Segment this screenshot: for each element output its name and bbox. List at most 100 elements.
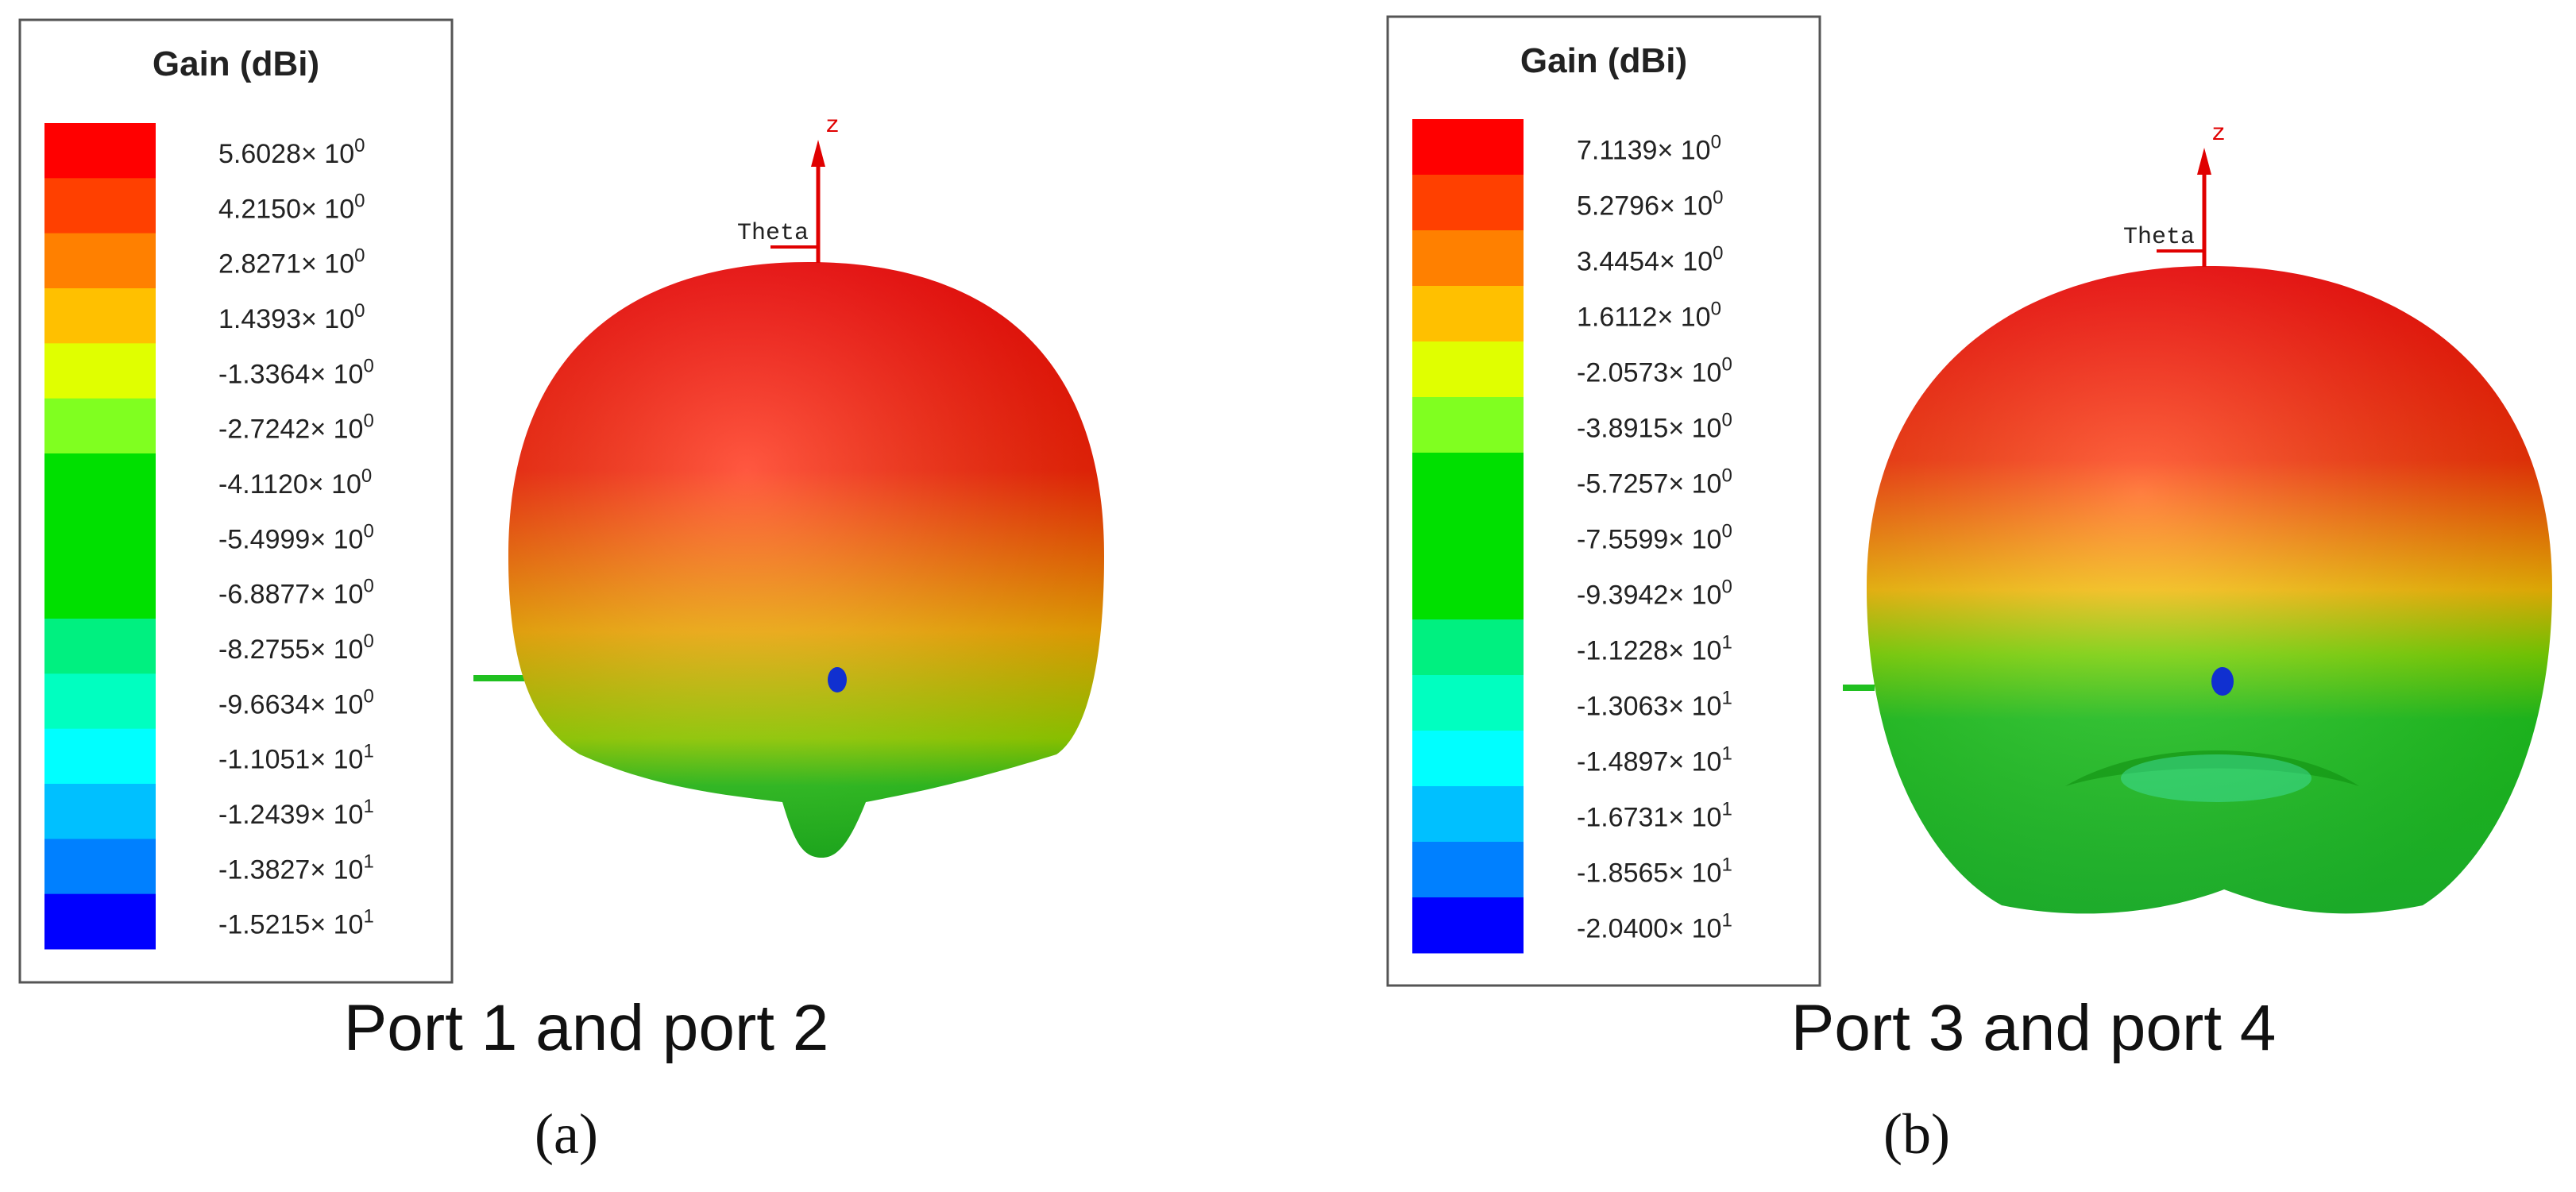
legend-label: -1.3827× 101 [218,851,374,885]
label-base: -1.5215× 10 [218,910,363,940]
label-base: 5.6028× 10 [218,139,354,169]
label-base: -1.6731× 10 [1577,802,1721,832]
legend-swatch [1412,397,1524,453]
z-label: z [2211,121,2226,148]
legend-label: -1.1051× 101 [218,741,374,775]
label-base: -6.8877× 10 [218,580,363,610]
legend-swatch [44,673,156,730]
legend-label: -1.5215× 101 [218,906,374,940]
legend-label: 5.2796× 100 [1577,187,1723,221]
legend-swatch [44,563,156,619]
label-exp: 1 [363,796,373,817]
legend-swatch [44,178,156,234]
legend-label: -9.6634× 100 [218,685,374,719]
legend-swatch [44,839,156,895]
legend-label: -2.7242× 100 [218,411,374,445]
label-base: 5.2796× 10 [1577,191,1713,221]
legend-swatch [1412,842,1524,898]
legend-swatch [1412,286,1524,342]
legend-label: -1.3364× 100 [218,355,374,389]
legend-title: Gain (dBi) [1520,41,1687,80]
label-base: -9.6634× 10 [218,689,363,719]
label-exp: 0 [1721,353,1732,375]
label-base: 7.1139× 10 [1577,135,1711,165]
legend-swatch [1412,453,1524,509]
legend-swatch [1412,619,1524,676]
legend-label: 1.4393× 100 [218,300,365,334]
legend-swatch [44,343,156,399]
label-exp: 1 [1721,909,1732,931]
legend-label: -8.2755× 100 [218,631,374,665]
label-exp: 0 [1711,298,1721,319]
label-base: -3.8915× 10 [1577,413,1721,443]
label-exp: 1 [1721,798,1732,820]
label-exp: 0 [1721,576,1732,597]
label-base: -2.7242× 10 [218,415,363,445]
legend-label: -6.8877× 100 [218,576,374,610]
label-exp: 1 [363,851,373,872]
label-exp: 0 [1711,131,1721,152]
label-base: -1.3063× 10 [1577,691,1721,721]
label-exp: 0 [354,300,365,322]
label-exp: 0 [361,465,372,487]
legend-label: 2.8271× 100 [218,245,365,280]
legend-swatch [1412,230,1524,287]
label-base: -9.3942× 10 [1577,580,1721,610]
legend-label: -2.0400× 101 [1577,909,1732,943]
legend-label: -2.0573× 100 [1577,353,1732,388]
label-exp: 0 [354,245,365,267]
label-exp: 0 [363,685,373,707]
legend-swatch [44,784,156,839]
legend-label: 1.6112× 100 [1577,298,1721,332]
legend-label: -9.3942× 100 [1577,576,1732,610]
legend-swatch [1412,175,1524,231]
legend-swatch [44,508,156,565]
legend-label: -5.7257× 100 [1577,465,1732,499]
label-exp: 0 [363,411,373,432]
legend-swatch [44,728,156,785]
legend-swatch [1412,675,1524,731]
legend-swatch [44,398,156,454]
label-base: -4.1120× 10 [218,469,361,500]
label-base: -1.3827× 10 [218,854,363,885]
caption: Port 1 and port 2 [344,992,829,1064]
legend-label: 5.6028× 100 [218,135,365,169]
label-base: 1.4393× 10 [218,304,354,334]
label-exp: 1 [1721,854,1732,875]
legend-label: -3.8915× 100 [1577,409,1732,443]
legend-label: -4.1120× 100 [218,465,372,500]
legend-label: -7.5599× 100 [1577,520,1732,554]
label-exp: 0 [1721,409,1732,430]
label-base: 4.2150× 10 [218,194,354,224]
label-base: 2.8271× 10 [218,249,354,280]
sublabel: (b) [1883,1102,1950,1166]
label-exp: 0 [363,520,373,542]
label-base: -1.1051× 10 [218,745,363,775]
legend-swatch [1412,564,1524,620]
legend-swatch [44,233,156,289]
label-exp: 1 [1721,743,1732,764]
label-base: -1.8565× 10 [1577,858,1721,888]
label-exp: 0 [1713,242,1723,264]
legend-title: Gain (dBi) [153,44,319,83]
legend-label: 4.2150× 100 [218,190,365,224]
label-base: -1.1228× 10 [1577,635,1721,665]
label-exp: 1 [1721,631,1732,653]
label-exp: 0 [1713,187,1723,208]
sublabel: (a) [535,1102,598,1166]
legend-swatch [1412,786,1524,843]
label-exp: 0 [363,576,373,597]
legend-swatch [1412,508,1524,565]
label-exp: 1 [363,906,373,928]
z-arrow [811,140,825,167]
legend-label: -1.4897× 101 [1577,743,1732,777]
label-exp: 0 [1721,520,1732,542]
legend-label: -1.8565× 101 [1577,854,1732,888]
theta-label: Theta [2123,224,2195,251]
legend-swatch [44,288,156,344]
theta-label: Theta [737,220,809,247]
pattern-a [473,262,1104,858]
label-exp: 0 [1721,465,1732,486]
